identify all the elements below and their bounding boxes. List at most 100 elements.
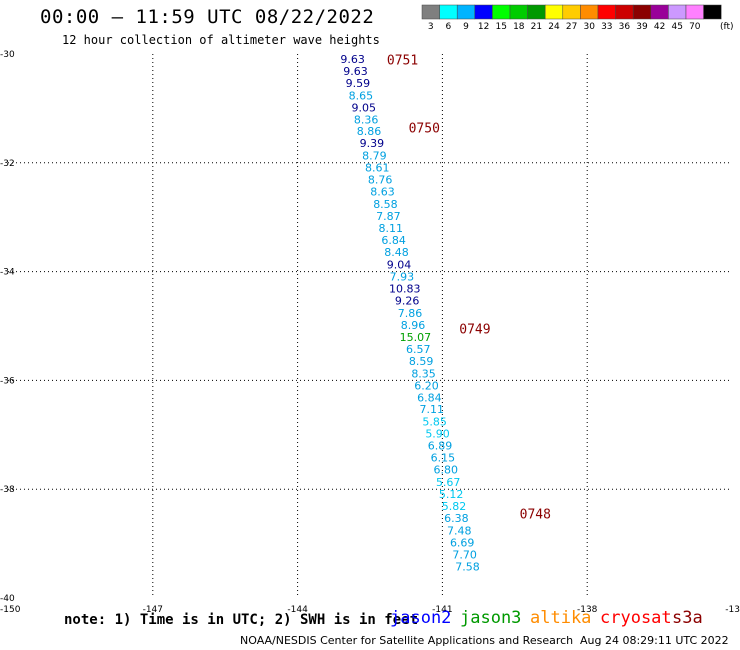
longitude-tick-label: -141 (432, 605, 452, 615)
scale-swatch (685, 4, 704, 20)
swh-value-label: 6.84 (381, 234, 406, 247)
color-scale-bar: 3 6 9 12 15 18 21 24 27 30 33 36 39 42 45 70 (421, 4, 722, 32)
latitude-tick-label: -32 (0, 159, 15, 169)
swh-value-label: 8.96 (401, 319, 426, 332)
swh-value-label: 6.89 (428, 440, 453, 453)
swh-value-label: 8.58 (373, 198, 398, 211)
swh-value-label: 7.87 (376, 210, 401, 223)
scale-swatch (509, 4, 528, 20)
scale-swatch (492, 4, 511, 20)
swh-value-label: 7.48 (447, 525, 472, 538)
scale-tick-label: 15 (495, 22, 506, 32)
swh-value-label: 9.63 (343, 65, 368, 78)
scale-swatch (615, 4, 634, 20)
scale-tick-label: 18 (513, 22, 525, 32)
swh-value-label: 9.59 (346, 77, 371, 90)
swh-value-label: 9.05 (351, 101, 376, 114)
latitude-tick-label: -36 (0, 376, 15, 386)
scale-tick-label: 33 (601, 22, 612, 32)
scale-tick-label: 70 (689, 22, 701, 32)
scale-swatch (650, 4, 669, 20)
swh-value-label: 6.69 (450, 537, 475, 550)
swh-value-label: 10.83 (389, 282, 421, 295)
footer-credit: NOAA/NESDIS Center for Satellite Applica… (240, 634, 574, 647)
swh-value-label: 8.48 (384, 246, 409, 259)
scale-tick-label: 9 (463, 22, 469, 32)
pass-time-label: 0751 (387, 53, 418, 68)
swh-value-label: 9.04 (387, 259, 412, 272)
swh-value-label: 7.86 (398, 307, 423, 320)
swh-value-label: 9.26 (395, 294, 420, 307)
satellite-legend-jason3: jason3 (460, 608, 522, 628)
pass-time-label: 0749 (459, 323, 490, 338)
swh-value-label: 8.59 (409, 355, 434, 368)
satellite-legend-cryosat: cryosat (600, 608, 672, 628)
swh-value-label: 5.67 (436, 476, 461, 489)
longitude-tick-label: -150 (0, 605, 21, 615)
swh-value-label: 8.65 (349, 89, 374, 102)
scale-swatch (703, 4, 722, 20)
map-gridlines (8, 54, 732, 598)
latitude-tick-label: -34 (0, 268, 15, 278)
swh-value-label: 6.20 (414, 379, 439, 392)
swh-value-label: 9.39 (360, 137, 385, 150)
latitude-tick-label: -30 (0, 50, 15, 60)
longitude-tick-label: -144 (287, 605, 308, 615)
satellite-legend-jason2: jason2 (390, 608, 452, 628)
scale-swatch (597, 4, 616, 20)
swh-value-label: 8.11 (379, 222, 404, 235)
swh-value-label: 6.57 (406, 343, 431, 356)
footer-timestamp: Aug 24 08:29:11 UTC 2022 (580, 634, 729, 647)
scale-swatch (562, 4, 581, 20)
swh-value-label: 6.84 (417, 391, 442, 404)
swh-value-label: 7.70 (452, 548, 477, 561)
swh-value-label: 5.90 (425, 428, 450, 441)
scale-swatch (421, 4, 440, 20)
swh-value-label: 5.82 (442, 500, 467, 513)
swh-value-label: 6.38 (444, 512, 469, 525)
swh-value-label: 8.35 (411, 367, 436, 380)
swh-value-label: 8.79 (362, 150, 387, 163)
scale-tick-label: 36 (619, 22, 631, 32)
scale-tick-label: 6 (446, 22, 452, 32)
swh-value-label: 9.63 (340, 53, 365, 66)
latitude-tick-label: -38 (0, 485, 15, 495)
longitude-tick-label: -138 (577, 605, 598, 615)
map-title: 00:00 – 11:59 UTC 08/22/2022 (40, 6, 375, 28)
swh-value-label: 5.12 (439, 488, 464, 501)
swh-value-label: 15.07 (400, 331, 432, 344)
axis-labels: -150 -147 -144 -141 -138 -13 -30 -32 -34 -36 -38 -4… (0, 50, 740, 615)
swh-value-label: 7.58 (455, 560, 480, 573)
swh-value-label: 8.61 (365, 162, 390, 175)
scale-swatch (632, 4, 652, 20)
pass-time-labels: 0751 0750 0749 0748 (387, 53, 551, 522)
scale-swatch (527, 4, 546, 20)
swh-value-label: 6.80 (434, 464, 459, 477)
pass-time-label: 0750 (409, 121, 440, 136)
scale-tick-label: 42 (654, 22, 665, 32)
scale-tick-label: 3 (428, 22, 434, 32)
scale-swatch (668, 4, 687, 20)
swh-value-label: 6.15 (431, 452, 456, 465)
scale-tick-label: 27 (566, 22, 577, 32)
scale-tick-label: 24 (548, 22, 560, 32)
latitude-tick-label: -40 (0, 594, 15, 604)
swh-value-label: 5.85 (422, 416, 447, 429)
longitude-tick-label: -147 (143, 605, 163, 615)
longitude-tick-label: -13 (725, 605, 740, 615)
map-subtitle: 12 hour collection of altimeter wave hei… (62, 33, 380, 47)
satellite-legend-s3a: s3a (672, 608, 703, 628)
scale-unit-label: (ft) (720, 22, 734, 32)
scale-tick-label: 30 (583, 22, 595, 32)
scale-swatch (456, 4, 476, 20)
swh-value-label: 8.86 (357, 125, 382, 138)
swh-value-label: 7.93 (390, 270, 415, 283)
scale-tick-label: 21 (531, 22, 542, 32)
scale-swatch (474, 4, 493, 20)
swh-value-label: 7.11 (420, 403, 445, 416)
scale-swatch (439, 4, 458, 20)
scale-tick-label: 39 (636, 22, 648, 32)
scale-swatch (544, 4, 564, 20)
scale-tick-label: 12 (478, 22, 489, 32)
